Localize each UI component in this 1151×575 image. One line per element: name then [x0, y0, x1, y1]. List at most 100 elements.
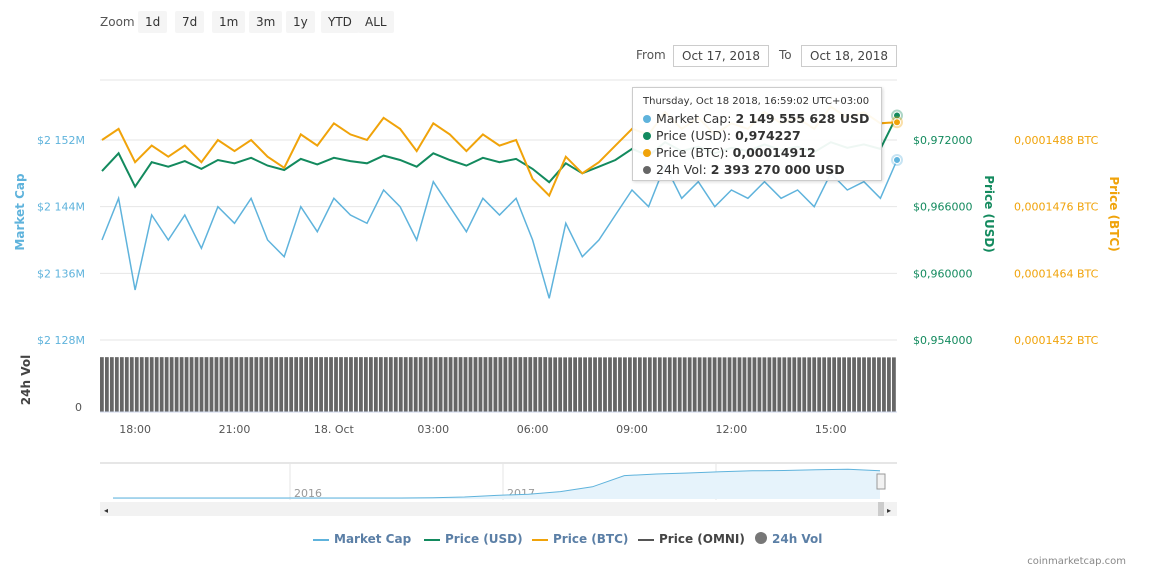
volume-bar — [159, 357, 164, 412]
volume-bar — [652, 357, 657, 412]
price-btc-axis-title: Price (BTC) — [1107, 176, 1121, 251]
scroll-left-arrow-icon[interactable]: ◂ — [104, 506, 108, 515]
to-label: To — [779, 48, 792, 62]
scrollbar-thumb[interactable] — [878, 502, 884, 516]
volume-bar — [533, 357, 538, 412]
volume-bar — [428, 357, 433, 412]
tooltip-row-price-usd: Price (USD): 0,974227 — [643, 127, 881, 144]
from-label: From — [636, 48, 666, 62]
volume-bar — [339, 357, 343, 412]
volume-bar — [677, 357, 682, 412]
volume-bar — [139, 357, 144, 412]
zoom-label: Zoom — [100, 15, 135, 29]
navigator-year-label: 2016 — [294, 487, 322, 500]
zoom-ytd-button[interactable]: YTD — [321, 11, 359, 33]
volume-bar — [493, 357, 498, 412]
legend-price-omni[interactable]: Price (OMNI) — [638, 532, 745, 546]
volume-bar — [568, 357, 573, 412]
tooltip-value: 0,00014912 — [732, 145, 816, 160]
volume-bar — [468, 357, 473, 412]
volume-bar — [762, 357, 767, 412]
volume-bar — [842, 357, 846, 412]
tooltip-row-market-cap: Market Cap: 2 149 555 628 USD — [643, 110, 881, 127]
volume-bar — [304, 357, 309, 412]
from-date-input[interactable]: Oct 17, 2018 — [673, 45, 769, 67]
zoom-1y-button[interactable]: 1y — [286, 11, 315, 33]
volume-bar — [124, 357, 129, 412]
volume-bar — [892, 357, 896, 412]
volume-bar — [528, 357, 533, 412]
volume-bar — [134, 357, 139, 412]
tooltip-label: Price (BTC): — [656, 145, 733, 160]
legend-price-btc[interactable]: Price (BTC) — [532, 532, 628, 546]
price-btc-tick-label: 0,0001476 BTC — [1014, 201, 1099, 214]
volume-bar — [373, 357, 378, 412]
volume-bar — [224, 357, 229, 412]
volume-bar — [787, 357, 792, 412]
x-tick-label: 15:00 — [815, 423, 847, 436]
volume-bar — [209, 357, 214, 412]
volume-bar — [398, 357, 403, 412]
volume-bar — [129, 357, 134, 412]
zoom-1d-button[interactable]: 1d — [138, 11, 168, 33]
volume-bar — [812, 357, 817, 412]
volume-bar — [413, 357, 418, 412]
volume-bar — [473, 357, 478, 412]
volume-bar — [423, 357, 428, 412]
volume-bar — [184, 357, 189, 412]
scrollbar-track[interactable] — [100, 502, 897, 516]
legend-24h-vol[interactable]: 24h Vol — [755, 532, 822, 546]
volume-bar — [707, 357, 712, 412]
volume-bar — [887, 357, 891, 412]
volume-bar — [772, 357, 777, 412]
volume-bar — [344, 357, 348, 412]
legend-market-cap[interactable]: Market Cap — [313, 532, 411, 546]
volume-bar — [672, 357, 677, 412]
market-cap-tick-label: $2 144M — [37, 201, 85, 214]
volume-bar — [608, 357, 612, 412]
tooltip-label: 24h Vol: — [656, 162, 711, 177]
volume-bar — [229, 357, 234, 412]
volume-bar — [100, 357, 104, 412]
volume-bar — [593, 357, 597, 412]
volume-bar — [558, 357, 563, 412]
volume-bar — [548, 357, 553, 412]
volume-bar — [194, 357, 199, 412]
volume-bar — [817, 357, 822, 412]
x-tick-label: 18. Oct — [314, 423, 355, 436]
volume-bar — [349, 357, 353, 412]
volume-bar — [314, 357, 318, 412]
volume-bar — [518, 357, 523, 412]
zoom-all-button[interactable]: ALL — [358, 11, 394, 33]
to-date-input[interactable]: Oct 18, 2018 — [801, 45, 897, 67]
zoom-3m-button[interactable]: 3m — [249, 11, 283, 33]
market-cap-tick-label: $2 152M — [37, 134, 85, 147]
volume-bar — [364, 357, 368, 412]
volume-bar — [637, 357, 642, 412]
volume-bar — [169, 357, 174, 412]
volume-bar — [867, 357, 871, 412]
zoom-7d-button[interactable]: 7d — [175, 11, 205, 33]
volume-bar — [667, 357, 672, 412]
credit-link[interactable]: coinmarketcap.com — [1027, 556, 1126, 567]
tooltip-row-volume: 24h Vol: 2 393 270 000 USD — [643, 161, 881, 178]
zoom-1m-button[interactable]: 1m — [212, 11, 246, 33]
volume-bar — [154, 357, 159, 412]
legend-price-usd[interactable]: Price (USD) — [424, 532, 523, 546]
market-cap-line — [101, 159, 898, 299]
volume-bar — [563, 357, 568, 412]
volume-bar — [438, 357, 443, 412]
price-usd-axis-title: Price (USD) — [982, 175, 996, 253]
legend-label: Price (BTC) — [553, 532, 629, 546]
scroll-right-arrow-icon[interactable]: ▸ — [887, 506, 891, 515]
volume-bar — [408, 357, 413, 412]
volume-bar — [513, 357, 518, 412]
navigator-handle[interactable] — [876, 473, 886, 490]
volume-bar — [508, 357, 513, 412]
volume-bar — [378, 357, 383, 412]
volume-bar — [334, 357, 338, 412]
volume-zero-label: 0 — [75, 401, 82, 414]
volume-bar — [538, 357, 543, 412]
volume-bar — [264, 357, 269, 412]
